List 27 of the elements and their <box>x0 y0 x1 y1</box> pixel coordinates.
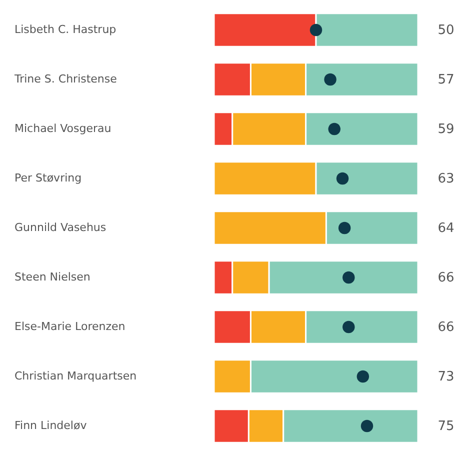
data-label: 66 <box>438 320 454 335</box>
point <box>342 320 355 334</box>
point <box>342 271 355 284</box>
point <box>336 172 349 185</box>
data-label: 66 <box>438 270 454 286</box>
data-label: 63 <box>438 172 454 186</box>
y-tick-label: Michael Vosgerau <box>14 122 112 135</box>
data-label: 73 <box>438 370 454 384</box>
point <box>324 73 336 86</box>
point <box>310 24 322 36</box>
point <box>356 370 370 383</box>
y-tick-label: Christian Marquartsen <box>14 370 137 382</box>
data-label: 64 <box>438 221 454 236</box>
point <box>360 420 374 432</box>
y-tick-label: Else-Marie Lorenzen <box>14 320 126 333</box>
data-label: 75 <box>438 419 454 434</box>
point <box>338 222 351 234</box>
y-tick-label: Finn Lindeløv <box>14 419 88 432</box>
y-tick-label: Per Støvring <box>14 172 82 184</box>
data-label: 50 <box>438 23 454 38</box>
data-label: 57 <box>438 72 454 88</box>
y-tick-label: Steen Nielsen <box>14 270 90 284</box>
y-tick-label: Trine S. Christense <box>14 72 118 86</box>
y-tick-label: Lisbeth C. Hastrup <box>14 23 116 36</box>
point <box>328 122 340 136</box>
data-label: 59 <box>438 122 454 137</box>
y-tick-label: Gunnild Vasehus <box>14 221 106 234</box>
